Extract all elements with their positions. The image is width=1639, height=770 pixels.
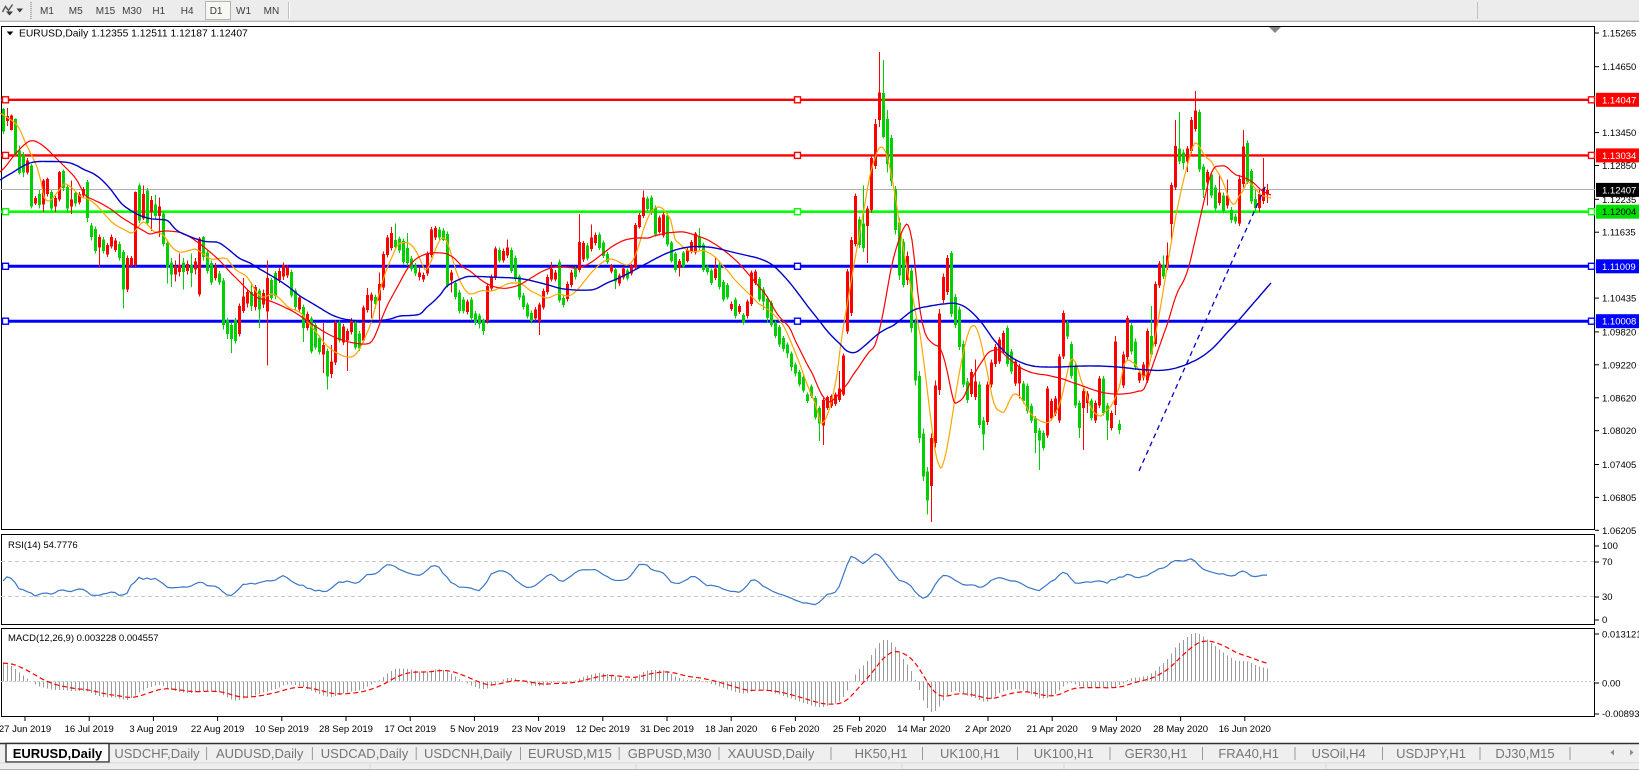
svg-text:2 Apr 2020: 2 Apr 2020 (965, 724, 1011, 735)
svg-text:1.12407: 1.12407 (1602, 185, 1636, 196)
svg-text:H4: H4 (181, 6, 194, 17)
svg-text:9 May 2020: 9 May 2020 (1092, 724, 1142, 735)
svg-text:1.11009: 1.11009 (1602, 262, 1636, 273)
svg-text:EURUSD,M15: EURUSD,M15 (528, 746, 612, 761)
svg-text:1.13034: 1.13034 (1602, 151, 1636, 162)
svg-text:22 Aug 2019: 22 Aug 2019 (191, 724, 244, 735)
svg-text:M30: M30 (122, 6, 142, 17)
svg-text:M1: M1 (40, 6, 54, 17)
svg-text:1.08620: 1.08620 (1602, 393, 1636, 404)
svg-text:1.11635: 1.11635 (1602, 228, 1636, 239)
svg-text:1.06805: 1.06805 (1602, 493, 1636, 504)
svg-text:31 Dec 2019: 31 Dec 2019 (640, 724, 694, 735)
svg-text:1.13450: 1.13450 (1602, 128, 1636, 139)
svg-text:1.12004: 1.12004 (1602, 207, 1636, 218)
svg-text:1.07405: 1.07405 (1602, 460, 1636, 471)
svg-text:AUDUSD,Daily: AUDUSD,Daily (216, 746, 304, 761)
svg-text:70: 70 (1602, 557, 1613, 568)
svg-text:H1: H1 (152, 6, 165, 17)
svg-text:UK100,H1: UK100,H1 (940, 746, 1000, 761)
svg-text:1.15265: 1.15265 (1602, 29, 1636, 40)
svg-text:3 Aug 2019: 3 Aug 2019 (129, 724, 177, 735)
svg-text:100: 100 (1602, 541, 1618, 552)
svg-text:-0.008933: -0.008933 (1602, 709, 1639, 720)
svg-text:27 Jun 2019: 27 Jun 2019 (0, 724, 51, 735)
svg-text:MN: MN (264, 6, 280, 17)
svg-text:6 Feb 2020: 6 Feb 2020 (771, 724, 819, 735)
svg-text:HK50,H1: HK50,H1 (855, 746, 908, 761)
svg-text:GER30,H1: GER30,H1 (1125, 746, 1188, 761)
svg-text:5 Nov 2019: 5 Nov 2019 (450, 724, 499, 735)
svg-text:XAUUSD,Daily: XAUUSD,Daily (728, 746, 815, 761)
svg-text:28 May 2020: 28 May 2020 (1153, 724, 1208, 735)
svg-text:USOil,H4: USOil,H4 (1312, 746, 1366, 761)
svg-text:1.10008: 1.10008 (1602, 317, 1636, 328)
svg-text:EURUSD,Daily 1.12355 1.12511: EURUSD,Daily 1.12355 1.12511 1.12187 1.1… (19, 29, 248, 40)
svg-text:0.00: 0.00 (1602, 679, 1621, 690)
svg-text:EURUSD,Daily: EURUSD,Daily (13, 746, 103, 761)
svg-text:1.14047: 1.14047 (1602, 95, 1636, 106)
svg-text:UK100,H1: UK100,H1 (1034, 746, 1094, 761)
svg-text:D1: D1 (210, 6, 223, 17)
svg-text:M15: M15 (96, 6, 116, 17)
svg-text:28 Sep 2019: 28 Sep 2019 (319, 724, 373, 735)
svg-text:1.06205: 1.06205 (1602, 526, 1636, 537)
svg-text:1.12235: 1.12235 (1602, 195, 1636, 206)
svg-text:M5: M5 (69, 6, 83, 17)
svg-text:USDCAD,Daily: USDCAD,Daily (321, 746, 409, 761)
svg-text:16 Jun 2020: 16 Jun 2020 (1219, 724, 1271, 735)
svg-text:RSI(14) 54.7776: RSI(14) 54.7776 (8, 540, 78, 551)
svg-text:25 Feb 2020: 25 Feb 2020 (833, 724, 886, 735)
svg-text:1.12850: 1.12850 (1602, 161, 1636, 172)
svg-text:14 Mar 2020: 14 Mar 2020 (897, 724, 950, 735)
svg-text:USDCHF,Daily: USDCHF,Daily (114, 746, 200, 761)
svg-text:1.08020: 1.08020 (1602, 426, 1636, 437)
svg-text:W1: W1 (236, 6, 251, 17)
svg-text:0.013121: 0.013121 (1602, 630, 1639, 641)
svg-text:21 Apr 2020: 21 Apr 2020 (1027, 724, 1078, 735)
svg-text:16 Jul 2019: 16 Jul 2019 (65, 724, 114, 735)
svg-text:MACD(12,26,9) 0.003228 0.00455: MACD(12,26,9) 0.003228 0.004557 (8, 633, 159, 644)
svg-text:USDCNH,Daily: USDCNH,Daily (424, 746, 513, 761)
svg-text:1.14650: 1.14650 (1602, 62, 1636, 73)
svg-text:FRA40,H1: FRA40,H1 (1218, 746, 1279, 761)
svg-text:10 Sep 2019: 10 Sep 2019 (255, 724, 309, 735)
svg-text:18 Jan 2020: 18 Jan 2020 (705, 724, 757, 735)
svg-text:0: 0 (1602, 615, 1607, 626)
svg-text:1.09820: 1.09820 (1602, 327, 1636, 338)
svg-text:GBPUSD,M30: GBPUSD,M30 (628, 746, 712, 761)
svg-text:23 Nov 2019: 23 Nov 2019 (512, 724, 566, 735)
svg-text:1.09220: 1.09220 (1602, 360, 1636, 371)
svg-text:DJ30,M15: DJ30,M15 (1495, 746, 1554, 761)
svg-text:USDJPY,H1: USDJPY,H1 (1396, 746, 1466, 761)
svg-text:17 Oct 2019: 17 Oct 2019 (384, 724, 436, 735)
svg-text:30: 30 (1602, 592, 1613, 603)
svg-text:12 Dec 2019: 12 Dec 2019 (576, 724, 630, 735)
svg-text:1.10435: 1.10435 (1602, 294, 1636, 305)
